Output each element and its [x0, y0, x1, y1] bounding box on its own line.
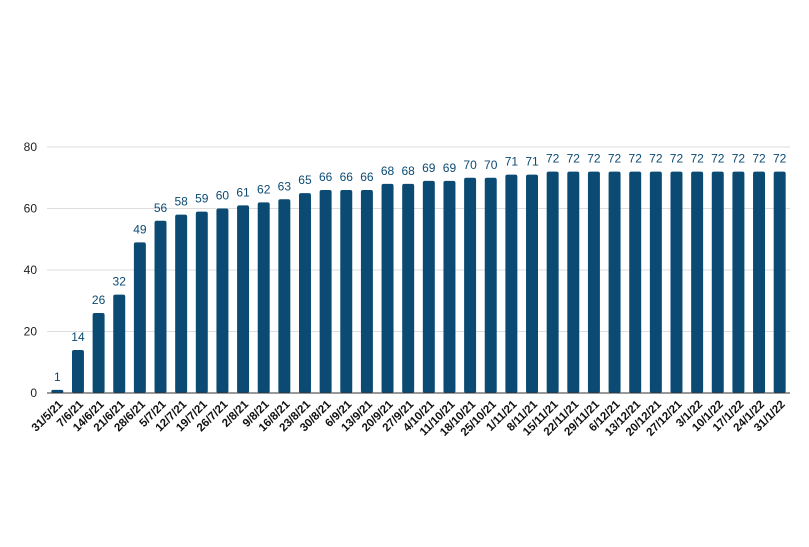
data-label: 66 — [340, 170, 354, 184]
data-label: 72 — [546, 152, 560, 166]
data-label: 49 — [133, 222, 147, 236]
data-label: 72 — [629, 152, 643, 166]
data-label: 72 — [690, 152, 704, 166]
y-tick-label: 0 — [30, 386, 37, 400]
data-labels: 1 14 26 32 49 56 58 59 60 61 62 63 65 66 66 66 68 68 69 69 7… — [54, 152, 787, 384]
bar — [360, 190, 373, 393]
bar — [464, 177, 477, 393]
bar — [71, 349, 84, 393]
data-label: 70 — [484, 158, 498, 172]
x-axis-ticks: 31/5/217/6/2114/6/2121/6/2128/6/215/7/21… — [30, 398, 788, 439]
bar — [216, 208, 229, 393]
data-label: 14 — [71, 330, 85, 344]
data-label: 72 — [670, 152, 684, 166]
bar — [422, 180, 435, 393]
bars — [51, 171, 786, 393]
bar — [340, 190, 353, 393]
data-label: 72 — [773, 152, 787, 166]
data-label: 32 — [113, 275, 127, 289]
y-tick-label: 20 — [24, 325, 38, 339]
bar — [587, 171, 600, 393]
data-label: 1 — [54, 370, 61, 384]
bar — [505, 174, 518, 393]
data-label: 71 — [505, 155, 519, 169]
data-label: 72 — [567, 152, 581, 166]
bar — [526, 174, 538, 393]
bar — [195, 211, 208, 393]
bar — [546, 171, 559, 393]
bar — [92, 313, 105, 393]
y-tick-label: 80 — [24, 140, 38, 154]
bar — [51, 389, 64, 393]
data-label: 60 — [216, 189, 230, 203]
y-tick-label: 60 — [24, 202, 38, 216]
y-axis-ticks: 0 20 40 60 80 — [24, 140, 38, 400]
bar — [484, 177, 497, 393]
data-label: 26 — [92, 293, 106, 307]
y-tick-label: 40 — [24, 263, 38, 277]
data-label: 63 — [278, 179, 292, 193]
data-label: 72 — [752, 152, 766, 166]
bar — [133, 242, 146, 393]
data-label: 69 — [422, 161, 436, 175]
data-label: 70 — [463, 158, 477, 172]
bar — [278, 199, 291, 393]
bar — [299, 193, 311, 393]
bar — [175, 214, 188, 393]
data-label: 72 — [711, 152, 725, 166]
data-label: 66 — [360, 170, 374, 184]
bar — [773, 171, 786, 393]
bar — [257, 202, 270, 393]
data-label: 59 — [195, 192, 209, 206]
data-label: 71 — [525, 155, 539, 169]
data-label: 68 — [402, 164, 416, 178]
data-label: 72 — [649, 152, 663, 166]
bar — [629, 171, 642, 393]
data-label: 61 — [236, 185, 250, 199]
data-label: 62 — [257, 182, 271, 196]
data-label: 58 — [174, 195, 188, 209]
bar — [443, 180, 456, 393]
data-label: 68 — [381, 164, 395, 178]
data-label: 65 — [298, 173, 312, 187]
bar — [319, 190, 332, 393]
bar — [402, 183, 415, 393]
bar — [691, 171, 704, 393]
bar — [154, 220, 167, 393]
bar — [670, 171, 683, 393]
data-label: 66 — [319, 170, 333, 184]
bar — [711, 171, 724, 393]
bar — [753, 171, 766, 393]
gridlines — [47, 146, 790, 332]
data-label: 69 — [443, 161, 457, 175]
data-label: 72 — [732, 152, 746, 166]
bar — [608, 171, 621, 393]
data-label: 72 — [608, 152, 622, 166]
bar — [237, 205, 250, 393]
bar — [381, 183, 394, 393]
bar — [649, 171, 662, 393]
bar — [113, 294, 126, 393]
data-label: 56 — [154, 201, 168, 215]
bar — [732, 171, 745, 393]
bar — [567, 171, 580, 393]
data-label: 72 — [587, 152, 601, 166]
